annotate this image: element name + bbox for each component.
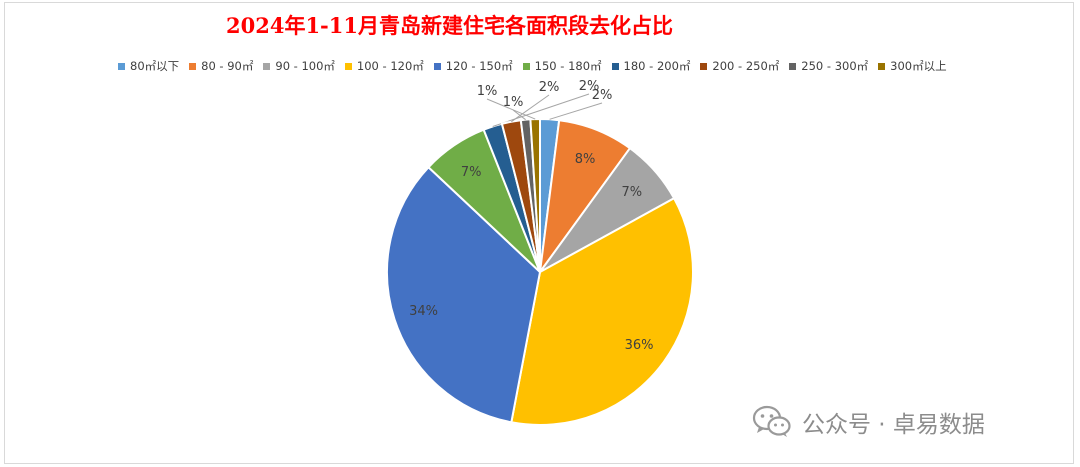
legend-swatch bbox=[263, 62, 271, 70]
legend-label: 200 - 250㎡ bbox=[712, 59, 780, 73]
leader-line bbox=[511, 94, 550, 123]
pie-data-label: 1% bbox=[477, 84, 498, 99]
legend-label: 300㎡以上 bbox=[890, 59, 947, 73]
legend-item: 200 - 250㎡ bbox=[700, 58, 779, 74]
pie-slice bbox=[510, 196, 694, 426]
legend-label: 180 - 200㎡ bbox=[623, 59, 691, 73]
pie-data-label: 2% bbox=[592, 88, 613, 103]
legend-item: 80 - 90㎡ bbox=[189, 58, 253, 74]
legend-item: 90 - 100㎡ bbox=[263, 58, 335, 74]
pie-slice bbox=[386, 165, 542, 424]
legend-item: 80㎡以下 bbox=[118, 58, 179, 74]
pie-data-label: 34% bbox=[409, 304, 438, 319]
legend-label: 250 - 300㎡ bbox=[801, 59, 869, 73]
legend-swatch bbox=[878, 62, 886, 70]
pie-data-label: 8% bbox=[575, 152, 596, 167]
chart-title: 2024年1-11月青岛新建住宅各面积段去化占比 bbox=[226, 13, 673, 38]
legend-item: 120 - 150㎡ bbox=[433, 58, 513, 74]
pie-data-label: 7% bbox=[622, 185, 643, 200]
legend-label: 120 - 150㎡ bbox=[445, 59, 513, 73]
chart-legend: 80㎡以下 80 - 90㎡ 90 - 100㎡ 100 - 120㎡ 120 - 15… bbox=[118, 57, 957, 75]
legend-item: 100 - 120㎡ bbox=[344, 58, 424, 74]
legend-swatch bbox=[700, 62, 708, 70]
chart-frame bbox=[4, 2, 1074, 464]
legend-swatch bbox=[344, 62, 352, 70]
legend-swatch bbox=[433, 62, 441, 70]
pie-data-label: 7% bbox=[461, 165, 482, 180]
pie-data-label: 2% bbox=[539, 80, 560, 95]
watermark-text: 公众号 · 卓易数据 bbox=[802, 412, 985, 438]
watermark: 公众号 · 卓易数据 bbox=[752, 405, 985, 439]
legend-label: 90 - 100㎡ bbox=[275, 59, 335, 73]
legend-label: 150 - 180㎡ bbox=[534, 59, 602, 73]
pie-data-label: 2% bbox=[579, 79, 600, 94]
leader-line bbox=[486, 98, 536, 120]
pie-data-label: 36% bbox=[625, 338, 654, 353]
legend-swatch bbox=[118, 62, 125, 70]
legend-swatch bbox=[189, 62, 197, 70]
legend-label: 80㎡以下 bbox=[130, 59, 180, 73]
leader-line bbox=[549, 102, 603, 120]
legend-item: 150 - 180㎡ bbox=[522, 58, 602, 74]
legend-swatch bbox=[611, 62, 619, 70]
legend-label: 100 - 120㎡ bbox=[356, 59, 424, 73]
legend-item: 180 - 200㎡ bbox=[611, 58, 691, 74]
legend-label: 80 - 90㎡ bbox=[201, 59, 254, 73]
legend-swatch bbox=[522, 62, 530, 70]
pie-data-label: 1% bbox=[503, 95, 524, 110]
leader-line bbox=[492, 93, 590, 127]
wechat-icon bbox=[752, 405, 791, 437]
pie-slice bbox=[529, 117, 541, 273]
legend-swatch bbox=[789, 62, 797, 70]
legend-item: 250 - 300㎡ bbox=[789, 58, 868, 74]
legend-item: 300㎡以上 bbox=[878, 58, 947, 74]
leader-line bbox=[512, 109, 526, 121]
